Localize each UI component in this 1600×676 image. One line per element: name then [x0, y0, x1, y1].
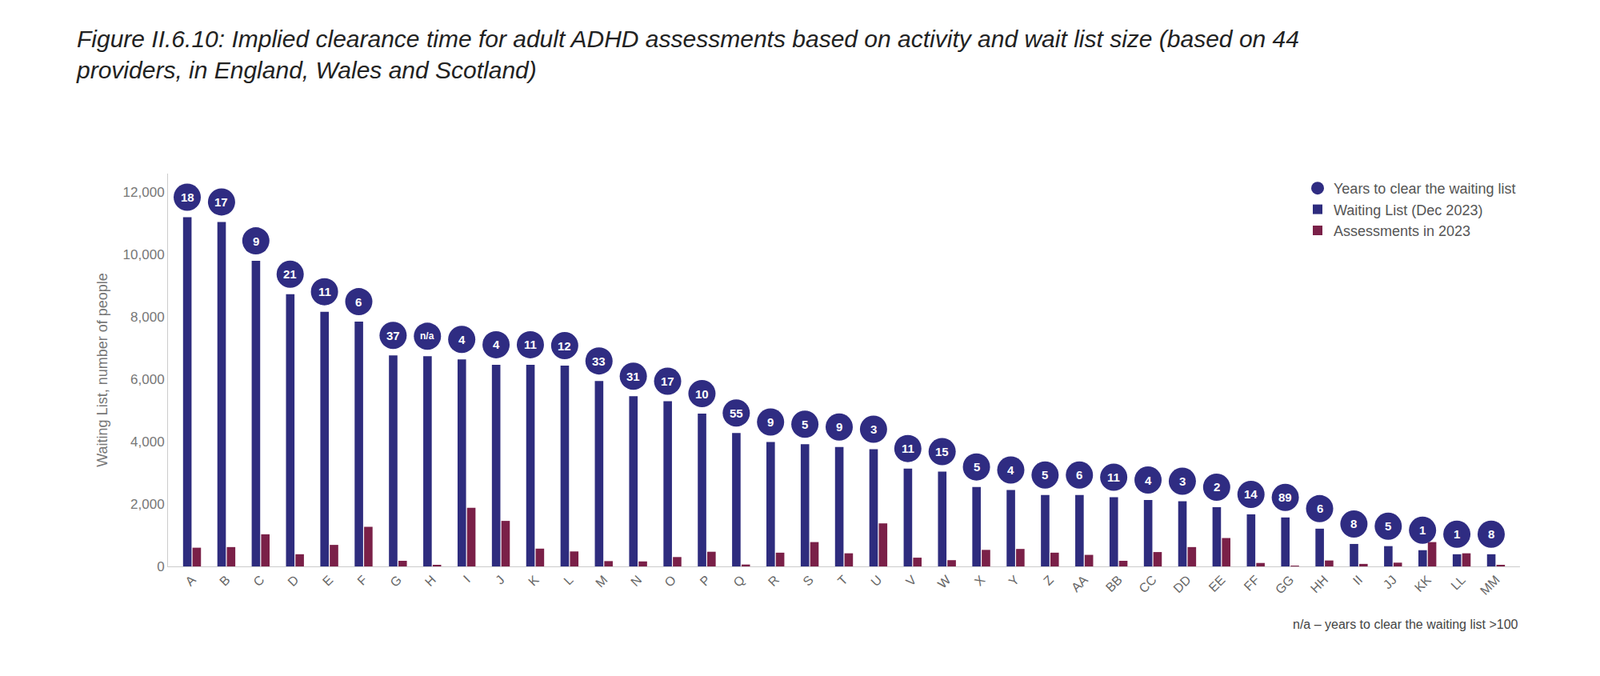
svg-text:H: H — [422, 572, 439, 589]
svg-text:N: N — [628, 572, 644, 589]
svg-text:FF: FF — [1241, 572, 1263, 594]
svg-text:3: 3 — [870, 422, 877, 436]
svg-text:11: 11 — [1107, 470, 1120, 484]
svg-text:J: J — [492, 572, 508, 588]
svg-text:U: U — [868, 572, 884, 589]
svg-text:9: 9 — [767, 415, 774, 429]
svg-text:55: 55 — [729, 406, 744, 420]
svg-text:E: E — [320, 572, 336, 589]
svg-text:n/a – years to clear the waiti: n/a – years to clear the waiting list >1… — [1292, 617, 1519, 632]
svg-text:12: 12 — [557, 339, 572, 353]
svg-text:Q: Q — [730, 572, 748, 590]
svg-text:HH: HH — [1308, 572, 1331, 596]
svg-text:O: O — [661, 572, 679, 590]
svg-text:89: 89 — [1278, 490, 1292, 504]
svg-text:MM: MM — [1477, 572, 1503, 598]
svg-text:6: 6 — [1076, 468, 1083, 482]
svg-text:DD: DD — [1170, 572, 1193, 596]
svg-text:L: L — [560, 572, 576, 588]
svg-text:C: C — [250, 572, 267, 589]
svg-text:17: 17 — [660, 374, 675, 388]
svg-text:2: 2 — [1213, 480, 1220, 494]
svg-text:CC: CC — [1136, 572, 1159, 596]
svg-text:Z: Z — [1040, 572, 1056, 588]
svg-text:K: K — [525, 572, 542, 589]
svg-text:8,000: 8,000 — [130, 309, 165, 325]
svg-text:S: S — [800, 572, 816, 589]
svg-text:4: 4 — [1007, 463, 1015, 477]
svg-text:4,000: 4,000 — [130, 434, 165, 450]
svg-text:4: 4 — [492, 337, 500, 352]
svg-text:T: T — [835, 572, 851, 588]
svg-text:5: 5 — [1384, 519, 1392, 533]
svg-text:JJ: JJ — [1380, 572, 1400, 592]
svg-text:B: B — [216, 572, 233, 589]
svg-text:Waiting List (Dec 2023): Waiting List (Dec 2023) — [1333, 202, 1483, 219]
svg-text:15: 15 — [935, 444, 949, 459]
svg-text:V: V — [903, 572, 920, 589]
svg-text:5: 5 — [973, 460, 980, 474]
svg-text:AA: AA — [1068, 572, 1091, 595]
svg-text:X: X — [972, 572, 988, 589]
svg-text:KK: KK — [1412, 572, 1434, 595]
svg-text:Figure II.6.10: Implied cleara: Figure II.6.10: Implied clearance time f… — [76, 25, 1300, 84]
svg-text:10,000: 10,000 — [123, 247, 165, 263]
svg-text:1: 1 — [1419, 523, 1426, 537]
svg-text:D: D — [284, 572, 301, 589]
svg-text:BB: BB — [1103, 572, 1125, 595]
svg-text:33: 33 — [592, 354, 606, 368]
svg-text:8: 8 — [1488, 527, 1495, 541]
svg-text:G: G — [387, 572, 404, 590]
svg-text:11: 11 — [318, 284, 332, 299]
svg-text:8: 8 — [1350, 516, 1357, 531]
svg-text:12,000: 12,000 — [123, 184, 165, 200]
svg-text:37: 37 — [386, 328, 400, 343]
svg-text:0: 0 — [156, 559, 164, 575]
svg-text:18: 18 — [180, 190, 195, 204]
svg-text:1: 1 — [1453, 527, 1460, 541]
svg-text:31: 31 — [626, 369, 640, 384]
svg-text:4: 4 — [1144, 473, 1152, 488]
svg-text:5: 5 — [801, 417, 808, 432]
svg-text:6: 6 — [355, 295, 362, 309]
svg-text:2,000: 2,000 — [130, 496, 165, 512]
svg-text:n/a: n/a — [420, 330, 435, 342]
svg-text:P: P — [697, 572, 714, 589]
svg-text:5: 5 — [1041, 468, 1048, 482]
svg-text:A: A — [182, 572, 199, 589]
svg-text:Y: Y — [1006, 572, 1023, 589]
svg-text:9: 9 — [836, 420, 843, 434]
svg-text:21: 21 — [283, 267, 297, 281]
svg-text:3: 3 — [1179, 474, 1186, 488]
svg-text:6: 6 — [1316, 501, 1324, 516]
svg-text:Waiting List, number of people: Waiting List, number of people — [94, 272, 111, 467]
svg-text:R: R — [765, 572, 782, 589]
svg-text:I: I — [460, 572, 473, 585]
svg-text:17: 17 — [214, 195, 228, 209]
svg-text:Assessments in 2023: Assessments in 2023 — [1333, 223, 1471, 240]
svg-text:EE: EE — [1205, 572, 1228, 595]
svg-text:II: II — [1350, 572, 1365, 588]
svg-text:11: 11 — [524, 337, 537, 352]
svg-text:Years to clear the waiting lis: Years to clear the waiting list — [1333, 180, 1516, 197]
svg-text:LL: LL — [1448, 572, 1468, 593]
svg-text:F: F — [354, 572, 370, 588]
svg-text:GG: GG — [1272, 572, 1297, 597]
svg-text:11: 11 — [901, 441, 915, 456]
svg-text:W: W — [935, 572, 954, 591]
svg-text:10: 10 — [695, 387, 709, 401]
svg-text:14: 14 — [1244, 487, 1258, 501]
svg-text:6,000: 6,000 — [130, 372, 165, 388]
svg-text:9: 9 — [252, 234, 260, 248]
svg-text:4: 4 — [458, 332, 466, 347]
svg-text:M: M — [592, 572, 610, 590]
